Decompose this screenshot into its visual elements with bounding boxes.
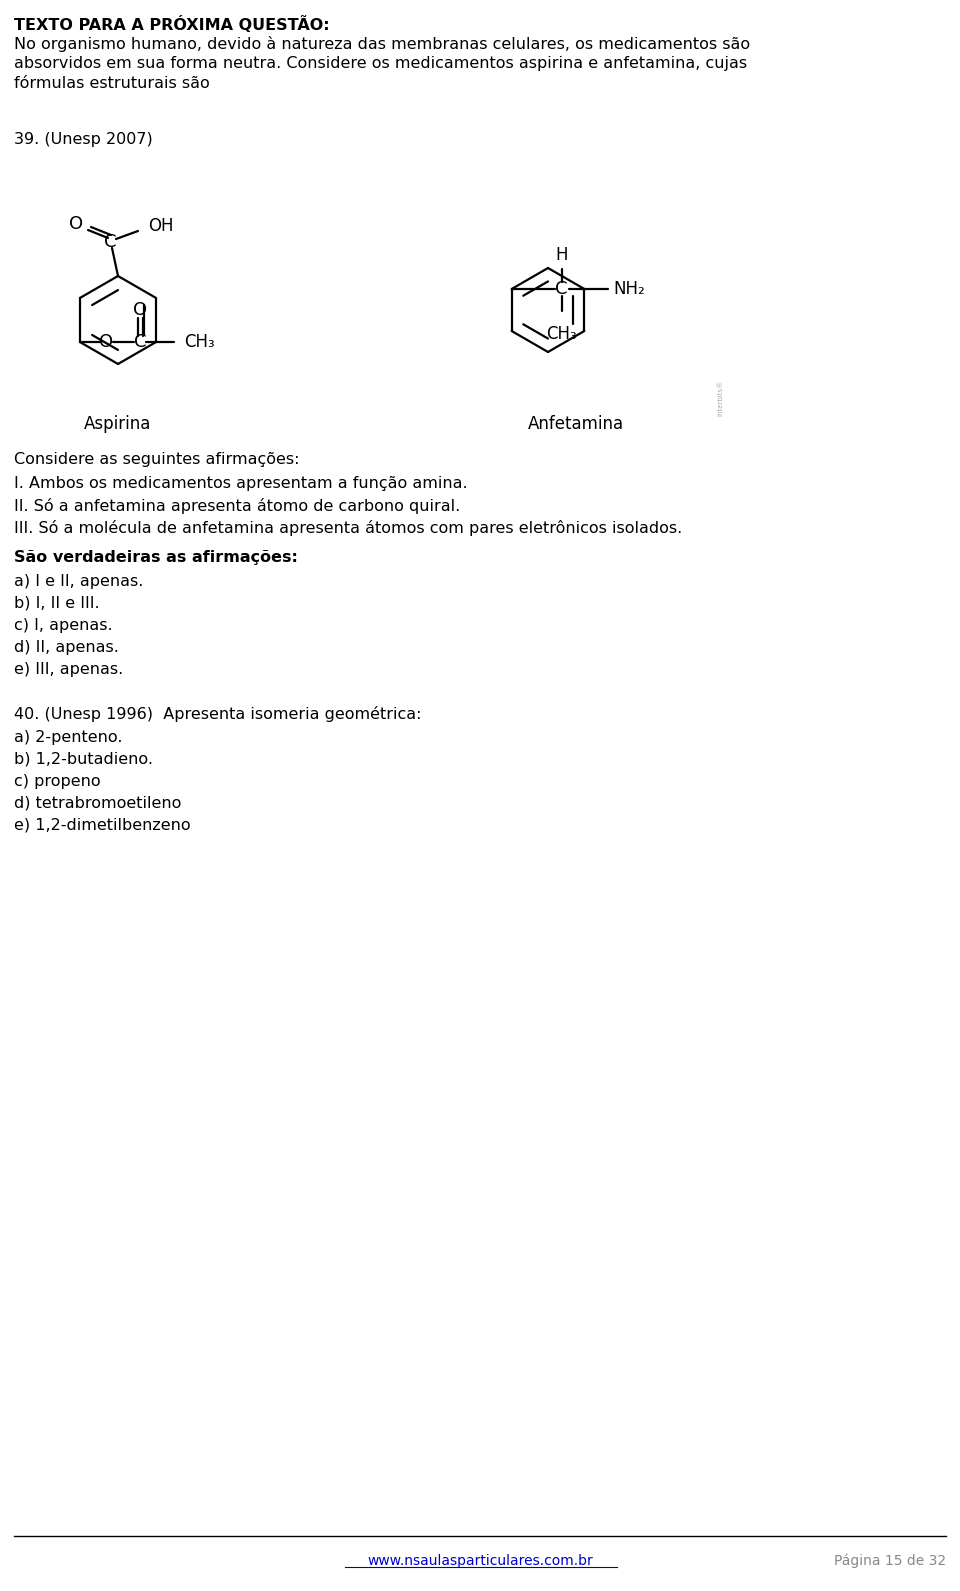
Text: São verdadeiras as afirmações:: São verdadeiras as afirmações: [14, 550, 298, 565]
Text: Interbits®: Interbits® [717, 380, 723, 417]
Text: e) 1,2-dimetilbenzeno: e) 1,2-dimetilbenzeno [14, 818, 191, 834]
Text: e) III, apenas.: e) III, apenas. [14, 662, 123, 678]
Text: C: C [104, 232, 116, 251]
Text: Anfetamina: Anfetamina [528, 415, 624, 433]
Text: Página 15 de 32: Página 15 de 32 [834, 1554, 946, 1569]
Text: II. Só a anfetamina apresenta átomo de carbono quiral.: II. Só a anfetamina apresenta átomo de c… [14, 498, 460, 514]
Text: d) tetrabromoetileno: d) tetrabromoetileno [14, 796, 181, 811]
Text: CH₃: CH₃ [546, 325, 577, 344]
Text: a) I e II, apenas.: a) I e II, apenas. [14, 574, 143, 589]
Text: III. Só a molécula de anfetamina apresenta átomos com pares eletrônicos isolados: III. Só a molécula de anfetamina apresen… [14, 520, 683, 536]
Text: C: C [556, 280, 568, 298]
Text: OH: OH [148, 216, 174, 235]
Text: b) I, II e III.: b) I, II e III. [14, 597, 100, 611]
Text: a) 2-penteno.: a) 2-penteno. [14, 730, 123, 745]
Text: fórmulas estruturais são: fórmulas estruturais são [14, 76, 209, 91]
Text: Considere as seguintes afirmações:: Considere as seguintes afirmações: [14, 452, 300, 468]
Text: TEXTO PARA A PRÓXIMA QUESTÃO:: TEXTO PARA A PRÓXIMA QUESTÃO: [14, 16, 329, 33]
Text: O: O [99, 333, 113, 352]
Text: O: O [69, 215, 84, 232]
Text: CH₃: CH₃ [184, 333, 214, 352]
Text: Aspirina: Aspirina [84, 415, 152, 433]
Text: 40. (Unesp 1996)  Apresenta isomeria geométrica:: 40. (Unesp 1996) Apresenta isomeria geom… [14, 706, 421, 722]
Text: www.nsaulasparticulares.com.br: www.nsaulasparticulares.com.br [367, 1554, 593, 1569]
Text: H: H [556, 247, 568, 264]
Text: NH₂: NH₂ [613, 280, 645, 298]
Text: I. Ambos os medicamentos apresentam a função amina.: I. Ambos os medicamentos apresentam a fu… [14, 476, 468, 492]
Text: d) II, apenas.: d) II, apenas. [14, 640, 119, 655]
Text: 39. (Unesp 2007): 39. (Unesp 2007) [14, 132, 153, 146]
Text: b) 1,2-butadieno.: b) 1,2-butadieno. [14, 753, 153, 767]
Text: C: C [133, 333, 146, 352]
Text: O: O [132, 301, 147, 320]
Text: No organismo humano, devido à natureza das membranas celulares, os medicamentos : No organismo humano, devido à natureza d… [14, 37, 750, 53]
Text: absorvidos em sua forma neutra. Considere os medicamentos aspirina e anfetamina,: absorvidos em sua forma neutra. Consider… [14, 56, 747, 72]
Text: c) propeno: c) propeno [14, 773, 101, 789]
Text: c) I, apenas.: c) I, apenas. [14, 617, 112, 633]
